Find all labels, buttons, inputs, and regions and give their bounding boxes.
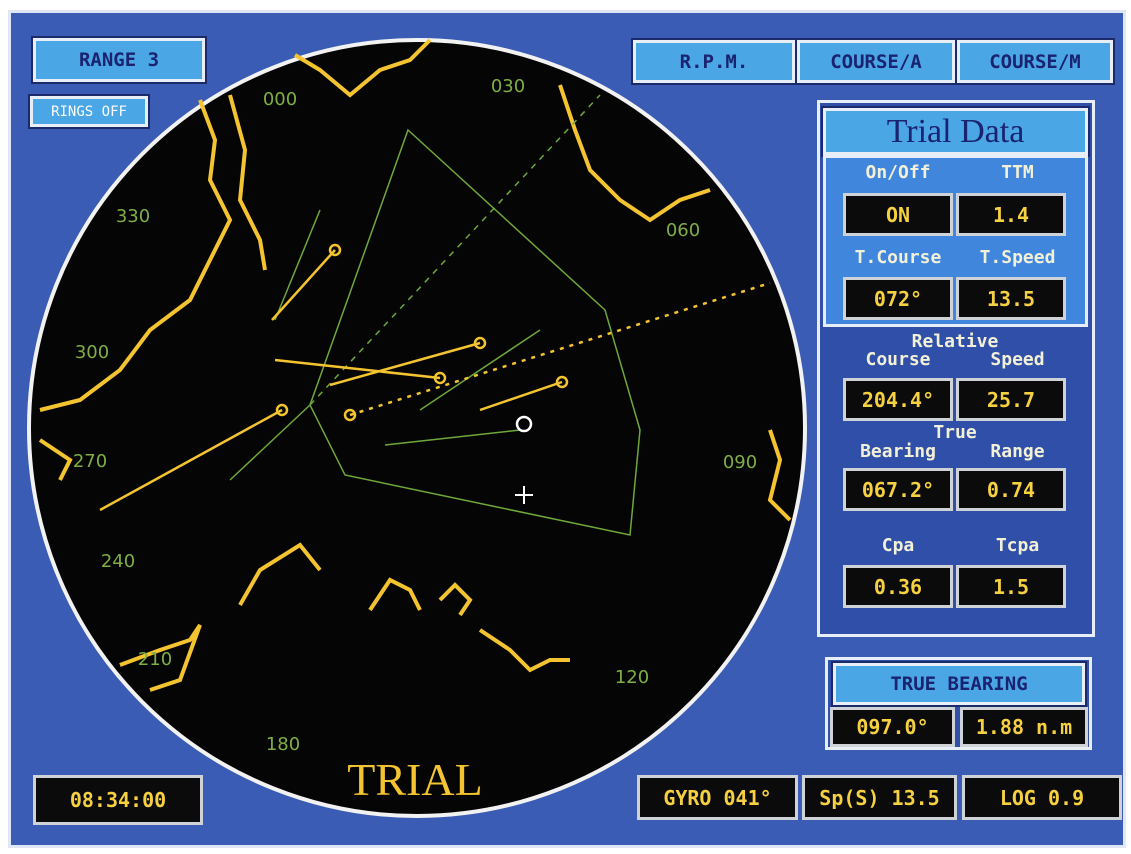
field-label: Tcpa: [955, 535, 1080, 559]
bearing-label: 000: [263, 89, 297, 110]
watermark: TRIAL: [347, 754, 482, 805]
top-button[interactable]: R.P.M.: [633, 40, 795, 83]
field-label: T.Course: [833, 247, 963, 271]
field-label: On/Off: [833, 162, 963, 186]
field-value: 25.7: [956, 378, 1066, 421]
bearing-label: 120: [615, 667, 649, 688]
field-value: 0.36: [843, 565, 953, 608]
bearing-label: 300: [75, 342, 109, 363]
field-value: 072°: [843, 277, 953, 320]
field-label: Bearing: [833, 441, 963, 465]
top-button[interactable]: COURSE/A: [797, 40, 955, 83]
range-button[interactable]: RANGE 3: [33, 38, 205, 82]
field-label: Cpa: [833, 535, 963, 559]
bearing-label: 240: [101, 551, 135, 572]
status-field: Sp(S) 13.5: [802, 775, 957, 820]
rings-button[interactable]: RINGS OFF: [30, 96, 148, 127]
status-field: LOG 0.9: [962, 775, 1122, 820]
page: TRIAL 000 030 060 090 120 180 210 240 270 300 330 R…: [0, 0, 1131, 854]
clock: 08:34:00: [33, 775, 203, 825]
bearing-label: 030: [491, 76, 525, 97]
field-value: ON: [843, 193, 953, 236]
true-bearing-value: 097.0°: [830, 707, 955, 747]
top-button[interactable]: COURSE/M: [957, 40, 1113, 83]
bearing-label: 060: [666, 220, 700, 241]
field-value: 204.4°: [843, 378, 953, 421]
field-label: T.Speed: [955, 247, 1080, 271]
field-value: 1.5: [956, 565, 1066, 608]
field-label: Range: [955, 441, 1080, 465]
true-bearing-button[interactable]: TRUE BEARING: [833, 663, 1085, 705]
field-value: 13.5: [956, 277, 1066, 320]
bearing-label: 210: [138, 649, 172, 670]
trial-title: Trial Data: [823, 108, 1088, 155]
field-value: 067.2°: [843, 468, 953, 511]
field-label: Course: [833, 349, 963, 373]
field-label: Speed: [955, 349, 1080, 373]
radar-scope: [29, 40, 805, 816]
bearing-label: 090: [723, 452, 757, 473]
field-value: 0.74: [956, 468, 1066, 511]
bearing-label: 270: [73, 451, 107, 472]
field-value: 1.4: [956, 193, 1066, 236]
field-label: TTM: [955, 162, 1080, 186]
true-bearing-value: 1.88 n.m: [960, 707, 1088, 747]
bearing-label: 330: [116, 206, 150, 227]
bearing-label: 180: [266, 734, 300, 755]
status-field: GYRO 041°: [637, 775, 798, 820]
